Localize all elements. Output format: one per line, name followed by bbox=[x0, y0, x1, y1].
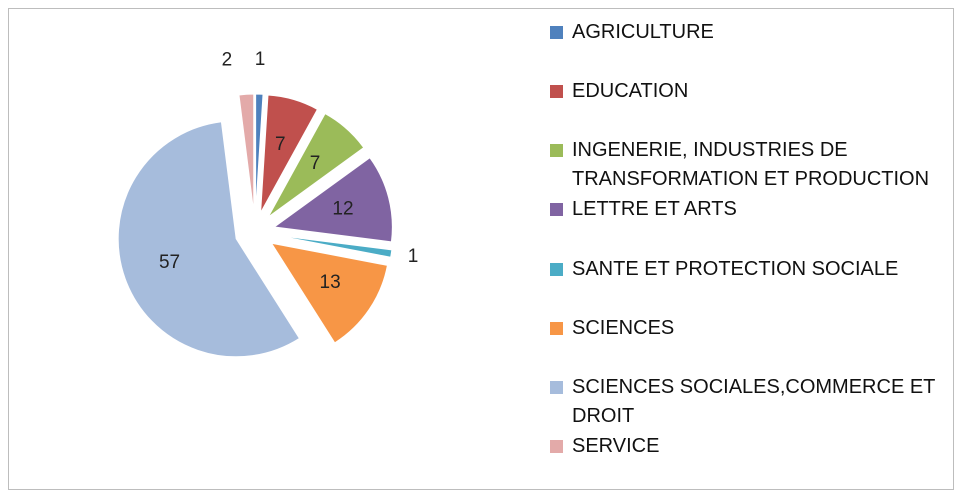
legend-swatch bbox=[550, 263, 563, 276]
legend-item: LETTRE ET ARTS bbox=[550, 195, 944, 224]
pie-slice bbox=[260, 94, 319, 214]
legend-swatch bbox=[550, 144, 563, 157]
legend-swatch bbox=[550, 440, 563, 453]
legend-item: INGENERIE, INDUSTRIES DE TRANSFORMATION … bbox=[550, 136, 944, 194]
legend-item: EDUCATION bbox=[550, 77, 944, 106]
legend-item: SANTE ET PROTECTION SOCIALE bbox=[550, 255, 944, 284]
legend-label: SANTE ET PROTECTION SOCIALE bbox=[572, 258, 899, 280]
data-label: 7 bbox=[275, 134, 286, 155]
legend-label: SCIENCES bbox=[572, 317, 675, 339]
legend-label: EDUCATION bbox=[572, 80, 689, 102]
data-label: 1 bbox=[255, 49, 266, 70]
legend-item: AGRICULTURE bbox=[550, 18, 944, 47]
pie-slice bbox=[117, 121, 301, 358]
legend-swatch bbox=[550, 85, 563, 98]
legend-item: SCIENCES bbox=[550, 314, 944, 343]
chart-frame bbox=[8, 8, 954, 490]
pie-slice bbox=[255, 93, 264, 213]
legend-label: SERVICE bbox=[572, 435, 660, 457]
legend-item: SCIENCES SOCIALES,COMMERCE ET DROIT bbox=[550, 373, 944, 431]
pie-slice bbox=[238, 93, 255, 213]
legend-label: INGENERIE, INDUSTRIES DE TRANSFORMATION … bbox=[572, 139, 930, 190]
pie-chart: 1 7 7 12 1 13 57 2 bbox=[117, 49, 419, 358]
data-label: 13 bbox=[320, 272, 341, 293]
legend-label: SCIENCES SOCIALES,COMMERCE ET DROIT bbox=[572, 376, 936, 427]
legend-swatch bbox=[550, 26, 563, 39]
data-label: 57 bbox=[159, 252, 180, 273]
data-label: 12 bbox=[332, 198, 353, 219]
pie-slice bbox=[274, 234, 393, 258]
legend-swatch bbox=[550, 381, 563, 394]
legend-label: LETTRE ET ARTS bbox=[572, 198, 737, 220]
data-label: 1 bbox=[408, 246, 419, 267]
data-label: 7 bbox=[310, 153, 321, 174]
legend-swatch bbox=[550, 322, 563, 335]
pie-slice bbox=[267, 112, 365, 218]
legend-swatch bbox=[550, 203, 563, 216]
data-label: 2 bbox=[222, 49, 233, 70]
legend-label: AGRICULTURE bbox=[572, 21, 714, 43]
pie-slice bbox=[270, 242, 389, 344]
pie-slice bbox=[273, 156, 393, 243]
legend-item: SERVICE bbox=[550, 432, 944, 461]
